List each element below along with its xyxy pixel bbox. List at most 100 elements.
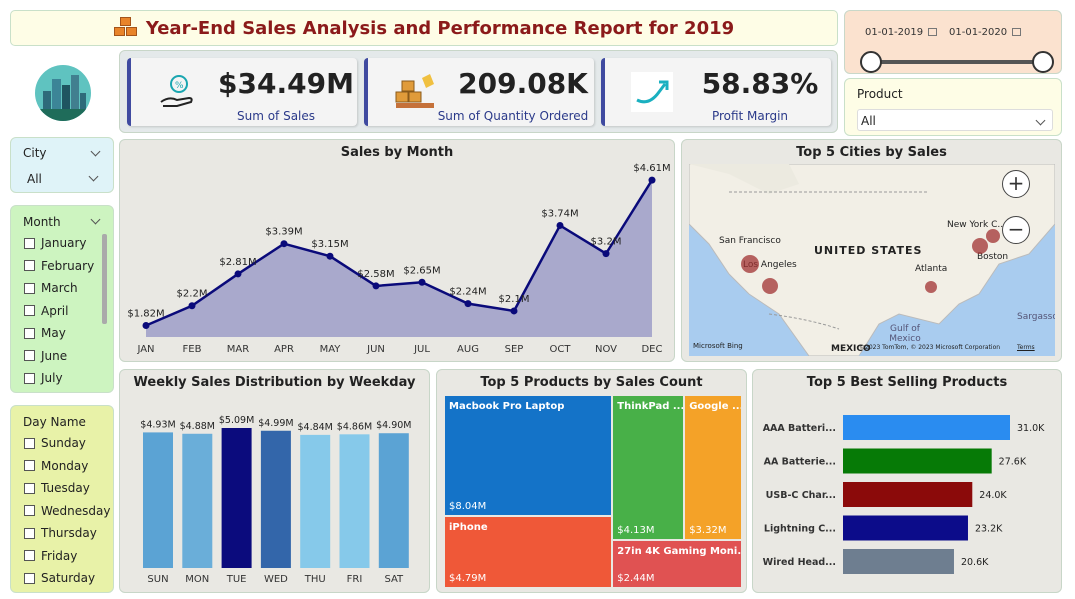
sales-point[interactable] [418,278,426,286]
city-bubble-new-york[interactable] [972,238,988,254]
y-tick-label: AAA Batteri... [763,423,836,434]
treemap-cell[interactable]: ThinkPad ... $4.13M [613,396,684,540]
checkbox-icon[interactable] [24,437,35,449]
product-bar[interactable] [843,515,968,541]
report-header: Year-End Sales Analysis and Performance … [10,10,838,46]
kpi-card-profit-margin: 58.83% Profit Margin [601,58,831,126]
treemap-product-name: Google ... [689,401,741,412]
day-option-monday[interactable]: Monday [24,459,88,473]
sales-point[interactable] [280,240,288,248]
date-range-slicer[interactable]: 01-01-2019 01-01-2020 [844,10,1062,74]
chart-title: Sales by Month [340,145,454,160]
month-slicer-label: Month [23,215,61,229]
weekday-bar[interactable] [378,433,409,568]
sales-point[interactable] [142,322,150,330]
weekday-bar[interactable] [143,432,173,568]
checkbox-icon[interactable] [24,572,35,584]
checkbox-icon[interactable] [24,505,35,516]
product-bar[interactable] [843,415,1010,440]
month-option-may[interactable]: May [24,326,66,340]
day-name-slicer[interactable]: Day Name Sunday Monday Tuesday Wednesday Thu… [10,405,114,593]
checkbox-icon[interactable] [24,327,35,339]
day-option-friday[interactable]: Friday [24,549,77,563]
city-bubble-los-angeles[interactable] [762,278,778,294]
day-option-label: Sunday [41,436,86,450]
sales-point[interactable] [648,176,656,184]
product-bar[interactable] [843,482,973,507]
sales-point[interactable] [234,270,242,278]
treemap-cell[interactable]: iPhone $4.79M [445,516,612,587]
top-cities-map-card: Top 5 Cities by Sales UNITED STATES MEXI… [681,139,1062,362]
zoom-out-button[interactable]: − [1002,216,1030,244]
sales-point[interactable] [510,307,518,315]
x-tick-label: JUL [413,344,430,355]
city-dropdown-value[interactable]: All [27,172,42,186]
date-slider-end-handle[interactable] [1032,51,1054,73]
chevron-down-icon[interactable] [88,171,99,182]
sales-point[interactable] [464,300,472,308]
date-slider-track[interactable] [871,60,1043,64]
city-bubble-san-francisco[interactable] [741,255,759,273]
sales-point[interactable] [326,252,334,260]
checkbox-icon[interactable] [24,350,35,361]
product-bar[interactable] [843,448,992,474]
month-option-february[interactable]: February [24,259,94,273]
month-option-july[interactable]: July [24,371,63,385]
y-tick-label: Lightning C... [764,524,836,535]
sales-point[interactable] [188,302,196,310]
sales-point[interactable] [372,282,380,290]
city-bubble-atlanta[interactable] [925,281,937,293]
product-dropdown[interactable]: All [857,109,1053,131]
day-option-sunday[interactable]: Sunday [24,436,86,450]
month-option-march[interactable]: March [24,281,78,295]
checkbox-icon[interactable] [24,282,35,294]
month-option-april[interactable]: April [24,304,68,318]
checkbox-icon[interactable] [24,460,35,471]
day-option-tuesday[interactable]: Tuesday [24,481,90,495]
day-option-saturday[interactable]: Saturday [24,571,95,585]
weekday-bar[interactable] [182,433,213,568]
month-option-january[interactable]: January [24,236,87,250]
us-map[interactable]: UNITED STATES MEXICO Gulf of Mexico Sarg… [689,164,1055,356]
city-bubble-boston[interactable] [986,229,1000,243]
month-option-june[interactable]: June [24,349,67,363]
checkbox-icon[interactable] [24,237,35,249]
map-copyright: ©2023 TomTom, © 2023 Microsoft Corporati… [859,344,1001,351]
date-slider-start-handle[interactable] [860,51,882,73]
treemap-cell[interactable]: Google ... $3.32M [685,396,741,540]
weekday-bar[interactable] [221,428,252,568]
city-slicer[interactable]: City All [10,137,114,193]
product-slicer[interactable]: Product All [844,78,1062,136]
treemap-product-name: ThinkPad ... [617,401,684,412]
day-option-wednesday[interactable]: Wednesday [24,504,110,518]
start-date-field[interactable]: 01-01-2019 [865,27,938,38]
treemap-cell[interactable]: Macbook Pro Laptop $8.04M [445,396,612,515]
weekday-bar[interactable] [300,434,331,568]
checkbox-icon[interactable] [24,305,35,316]
day-option-label: Monday [41,458,89,473]
chevron-down-icon[interactable] [90,146,101,157]
treemap-cell[interactable]: 27in 4K Gaming Moni... $2.44M [613,541,741,587]
checkbox-icon[interactable] [24,550,35,561]
checkbox-icon[interactable] [24,527,35,539]
month-slicer-scrollbar[interactable] [102,234,107,324]
sales-point[interactable] [556,221,564,229]
data-label: $1.82M [127,309,164,320]
checkbox-icon[interactable] [24,482,35,494]
map-terms-link[interactable]: Terms [1017,344,1035,351]
checkbox-icon[interactable] [24,372,35,384]
product-bar[interactable] [843,549,954,574]
weekday-bar[interactable] [339,434,370,568]
end-date-field[interactable]: 01-01-2020 [949,27,1022,38]
sales-point[interactable] [602,250,610,258]
month-slicer[interactable]: Month January February March April May June Ju… [10,205,114,393]
boxes-icon [395,74,434,108]
zoom-in-button[interactable]: + [1002,170,1030,198]
x-tick-label: JUN [366,344,385,355]
top-products-treemap: Top 5 Products by Sales Count Macbook Pr… [436,369,747,593]
weekday-bar[interactable] [260,430,291,568]
data-label: $3.39M [265,227,302,238]
checkbox-icon[interactable] [24,260,35,271]
day-option-thursday[interactable]: Thursday [24,526,97,540]
chevron-down-icon[interactable] [90,214,101,225]
